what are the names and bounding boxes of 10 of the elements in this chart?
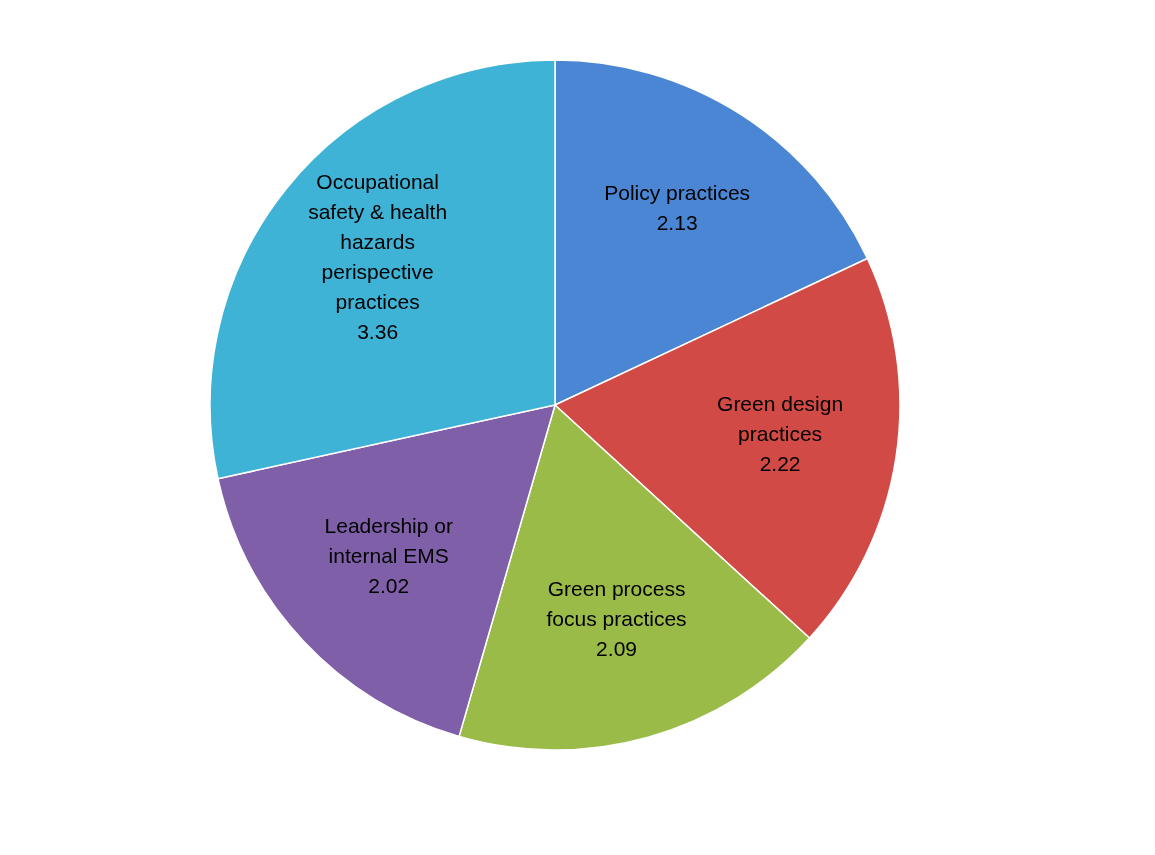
data-label: 2.22 (759, 452, 801, 476)
slice-label: Leadership or internal EMS (324, 513, 453, 567)
slice-label: Policy practices (604, 180, 751, 204)
data-label: 2.02 (368, 573, 410, 597)
data-label: 2.09 (596, 637, 637, 661)
slice-label: Occupational safety & health hazards perispective practices (308, 170, 448, 314)
data-label: 3.36 (357, 320, 399, 344)
slice-label: Green design practices (717, 392, 844, 446)
data-label: 2.13 (656, 210, 698, 234)
slice-label: Green process focus practices (546, 577, 687, 631)
